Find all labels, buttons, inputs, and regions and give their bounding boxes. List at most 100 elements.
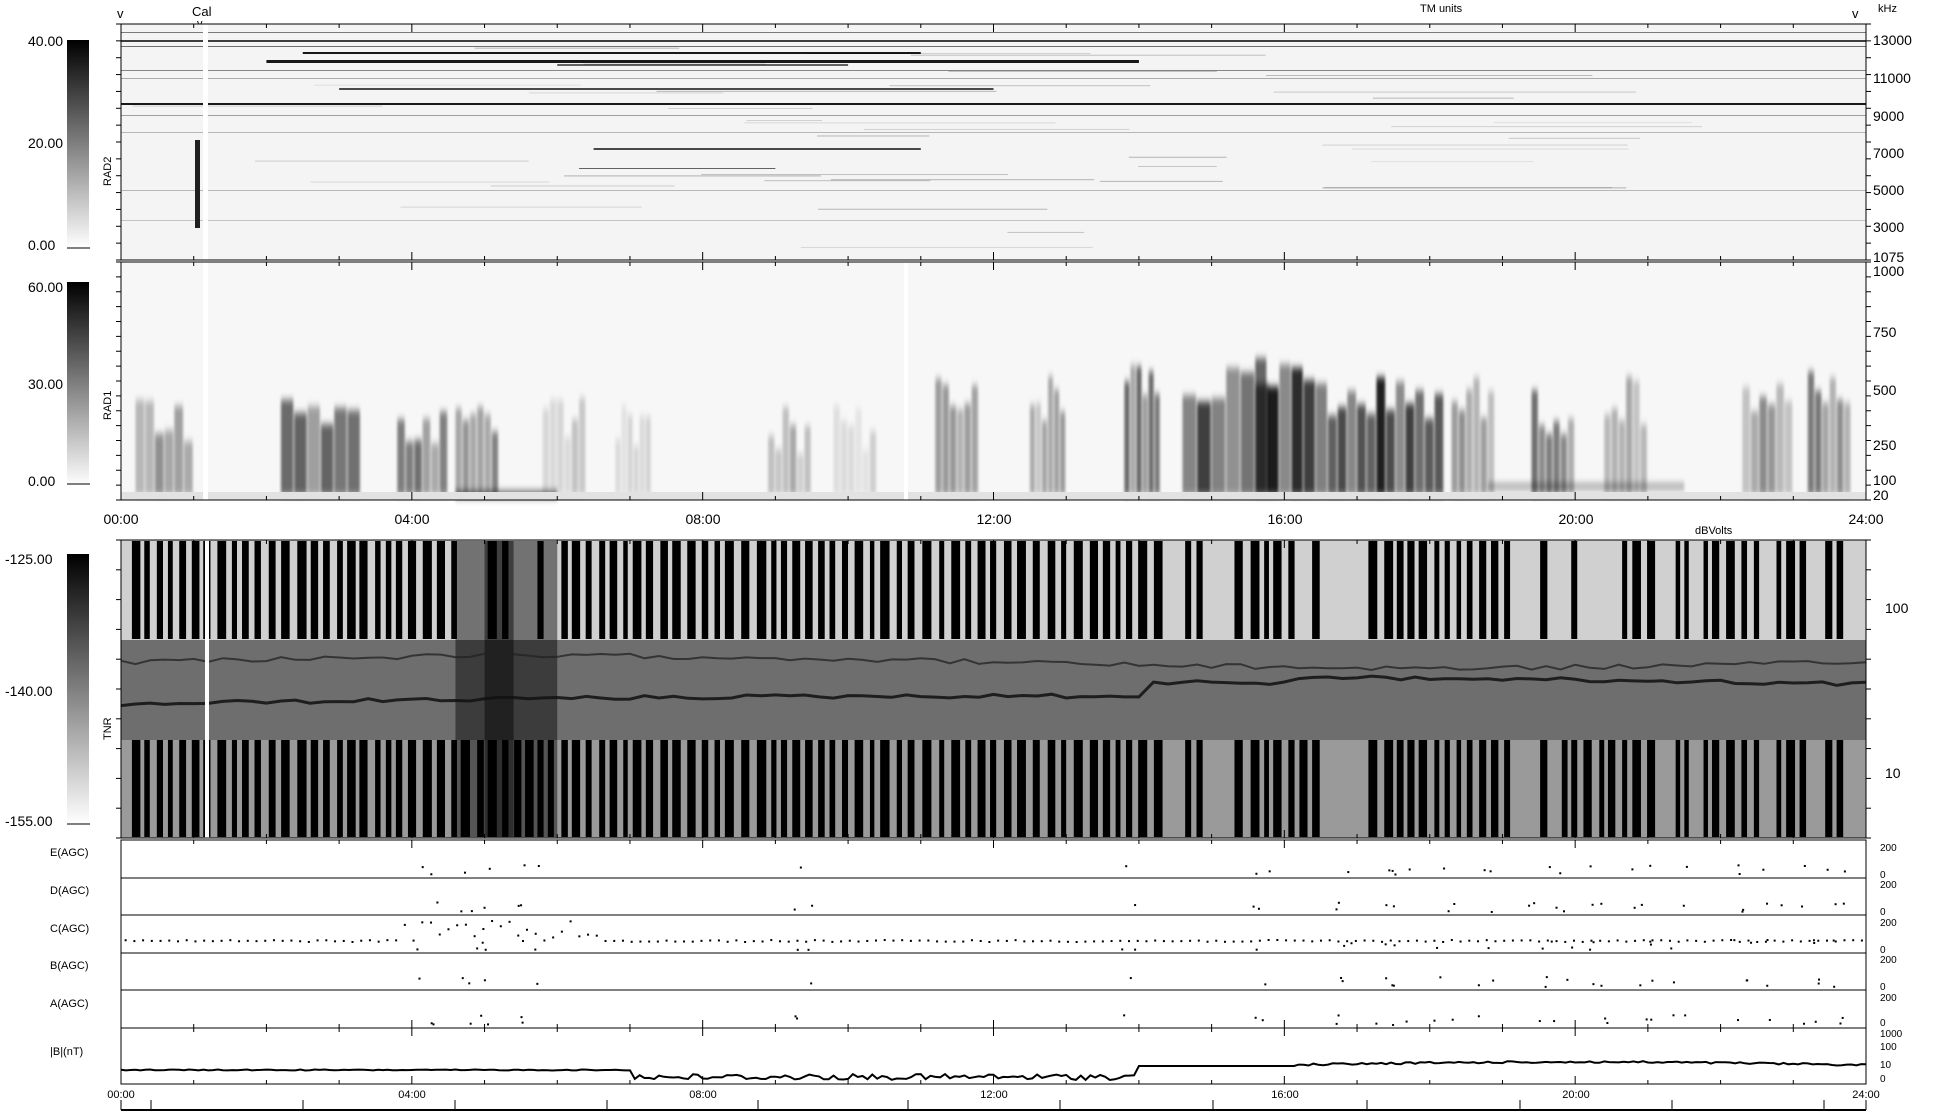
agc-c-point [456,924,459,927]
agc-point [1443,867,1446,870]
rad1-burst [174,405,184,495]
bmag-x-tick: 00:00 [107,1089,135,1101]
agc-point [1741,910,1744,913]
agc-c-point [1703,940,1706,943]
agc-c-point [246,939,249,942]
tnr-lower-bar [1504,740,1511,837]
agc-c-point [1354,939,1357,942]
agc-point [1737,1019,1740,1022]
agc-c-point [918,939,921,942]
agc-point [1649,940,1652,943]
agc-c-point [752,940,755,943]
rad1-burst [1480,417,1487,495]
rad1-burst [1060,411,1066,495]
tnr-upper-bar [896,541,902,639]
tnr-upper-bar [965,541,972,639]
rad1-burst [833,405,840,495]
rad1-label: RAD1 [102,391,114,420]
agc-c-point [220,939,223,942]
tnr-upper-bar [714,541,721,639]
tnr-upper-bar [724,541,734,639]
tnr-upper-bar [805,541,813,639]
rad1-burst [627,414,633,495]
agc-c-point [534,932,537,935]
tnr-upper-bar [422,541,432,639]
tnr-upper-ridge [120,652,1867,672]
agc-point [1134,904,1137,907]
agc-point [1268,870,1271,873]
rad2-emission-line [339,88,994,90]
rad1-burst [782,407,789,495]
rad1-burst [1784,401,1793,495]
agc-point [1393,944,1396,947]
agc-c-point [883,939,886,942]
tnr-lower-bar [167,740,173,837]
agc-point [1405,1020,1408,1023]
agc-point [1832,939,1835,942]
agc-c-point [1023,940,1026,943]
agc-c-point [342,939,345,942]
rad1-y-axis: 1000 750 500 250 100 20 [1873,263,1904,503]
tnr-lower-bar [347,740,356,837]
tnr-lower-bar [1647,740,1656,837]
agc-c-point [1005,939,1008,942]
agc-point [796,1017,799,1020]
rad1-burst [1041,420,1048,495]
agc-point [1600,984,1603,987]
tnr-upper-bar [1836,541,1844,639]
agc-c-point [639,940,642,943]
rad1-burst [775,449,782,495]
agc-c-point [674,940,677,943]
tnr-lower-bar [1571,740,1578,837]
rad2-faint-line [1508,137,1640,139]
tnr-upper-bar [1102,541,1111,639]
rad1-burst [1618,420,1626,495]
agc-c-point [866,939,869,942]
rad2-colorbar-tick: 0.00 [28,237,55,253]
agc-c-point [1337,940,1340,943]
tnr-lower-bar [1632,740,1641,837]
rad1-burst [414,439,422,495]
tnr-upper-bar [1571,541,1578,639]
right-marker: v [1852,6,1859,21]
rad1-burst [615,438,621,495]
agc-c-point [377,940,380,943]
tnr-upper-bar [977,541,986,639]
agc-point [1589,948,1592,951]
bmag-x-tick: 24:00 [1852,1089,1880,1101]
tnr-lower-bar [1234,740,1243,837]
rad1-burst [1604,414,1611,495]
tnr-lower-bar [1102,740,1111,837]
agc-point [1487,947,1490,950]
agc-c-point [621,939,624,942]
agc-point [1604,1017,1607,1020]
agc-point [1843,870,1846,873]
rad1-burst [422,418,431,495]
agc-point [463,871,466,874]
agc-c-point [1215,939,1218,942]
rad1-y-tick: 100 [1873,472,1897,488]
agc-c-point [1232,940,1235,943]
agc-point [1553,1020,1556,1023]
tnr-lower-bar [780,740,788,837]
tnr-upper-bar [1799,541,1807,639]
rad1-burst [1767,404,1776,495]
rad2-faint-line [1138,165,1217,167]
agc-c-point [1110,940,1113,943]
agc-c-point [238,940,241,943]
tnr-upper-bar [1153,541,1163,639]
tnr-upper-bar [854,541,864,639]
agc-point [1477,1015,1480,1018]
tnr-upper-bar [1776,541,1782,639]
tnr-lower-bar [990,740,997,837]
agc-c-point [133,940,136,943]
tnr-upper-bar [780,541,788,639]
tnr-lower-bar [672,740,681,837]
rad2-emission-line [593,148,921,150]
tnr-lower-bar [1466,740,1473,837]
tnr-upper-bar [1434,541,1440,639]
rad1-burst [1567,418,1575,495]
agc-c-point [1459,940,1462,943]
agc-c-point [386,939,389,942]
rad1-burst [971,385,978,495]
